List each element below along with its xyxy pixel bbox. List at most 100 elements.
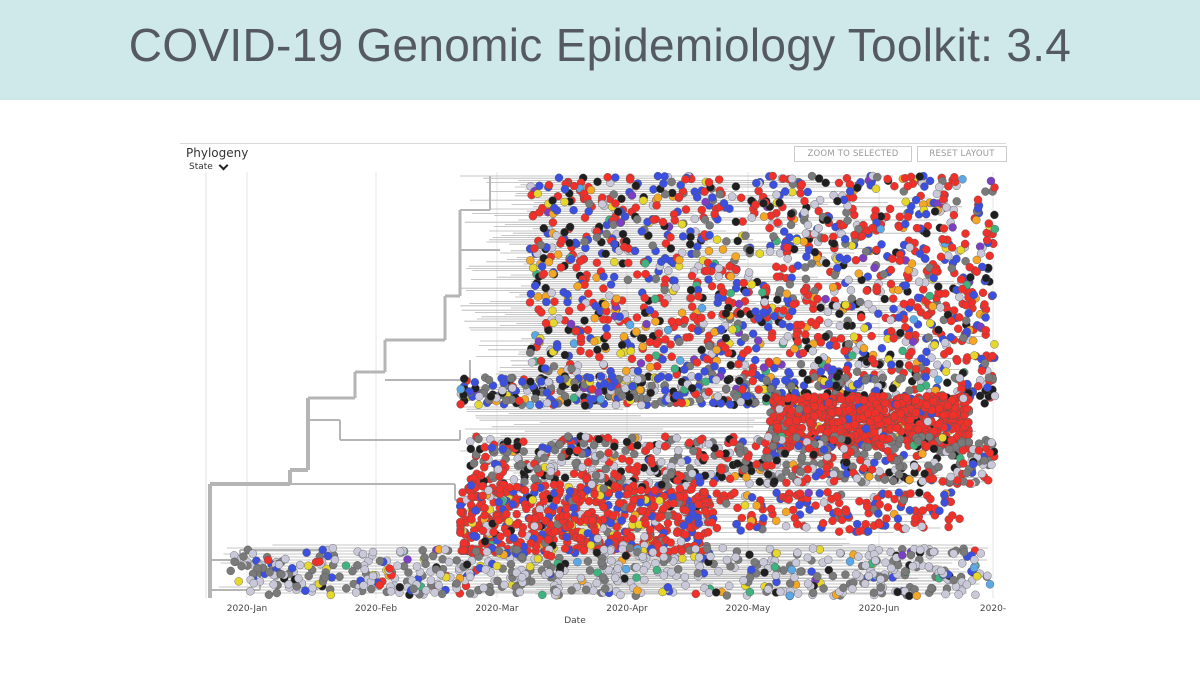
tip-node <box>694 500 703 509</box>
tip-node <box>676 472 686 481</box>
tip-node <box>899 495 908 505</box>
tip-node <box>859 464 868 473</box>
tip-node <box>633 270 642 279</box>
tip-node <box>844 275 853 285</box>
tip-node <box>744 268 754 277</box>
tip-node <box>288 564 297 573</box>
tip-node <box>920 182 929 191</box>
tip-node <box>591 471 601 480</box>
tip-node <box>644 231 653 240</box>
tip-node <box>974 446 984 455</box>
tip-node <box>673 512 683 522</box>
tip-node <box>536 240 546 250</box>
zoom-to-selected-button[interactable]: ZOOM TO SELECTED <box>794 146 912 162</box>
tip-node <box>618 229 628 239</box>
tip-node <box>803 187 812 197</box>
tip-node <box>819 498 829 507</box>
tip-node <box>684 515 694 524</box>
tip-node <box>599 360 608 369</box>
reset-layout-button[interactable]: RESET LAYOUT <box>917 146 1007 162</box>
tip-node <box>496 532 505 541</box>
tip-node <box>541 319 551 328</box>
tip-node <box>959 333 968 343</box>
tip-node <box>797 320 806 330</box>
tip-node <box>589 440 599 450</box>
tip-node <box>780 227 789 236</box>
tip-node <box>248 549 258 558</box>
tip-node <box>934 420 944 429</box>
tip-node <box>687 271 697 281</box>
tip-node <box>493 576 502 585</box>
tip-node <box>741 288 751 297</box>
tip-node <box>615 312 624 321</box>
tip-node <box>557 235 567 245</box>
tip-node <box>912 223 922 233</box>
tip-node <box>875 467 884 476</box>
tip-node <box>230 557 239 566</box>
tip-node <box>785 280 795 289</box>
tip-node <box>875 520 884 529</box>
tip-node <box>301 586 310 595</box>
tip-node <box>771 434 781 443</box>
tip-node <box>734 360 743 369</box>
tip-node <box>781 376 790 385</box>
tip-node <box>808 346 817 356</box>
tip-node <box>734 299 744 309</box>
tip-node <box>832 341 841 350</box>
color-by-dropdown[interactable]: State <box>189 160 229 172</box>
tip-node <box>770 312 779 321</box>
tip-node <box>972 267 981 276</box>
tip-node <box>938 477 947 486</box>
tip-node <box>952 254 961 264</box>
tip-node <box>931 266 940 276</box>
tip-node <box>481 565 490 574</box>
tip-node <box>882 514 891 523</box>
tip-node <box>664 325 673 335</box>
tip-node <box>555 375 565 384</box>
tip-node <box>975 391 985 400</box>
tip-node <box>686 293 696 303</box>
tip-node <box>542 297 551 307</box>
tip-node <box>583 458 593 467</box>
tip-node <box>599 502 608 512</box>
tip-node <box>750 558 759 567</box>
tip-node <box>890 181 899 191</box>
tip-node <box>554 173 564 183</box>
tip-node <box>552 587 561 596</box>
tip-node <box>740 501 750 510</box>
tip-node <box>725 400 735 409</box>
tip-node <box>799 286 809 296</box>
tip-node <box>512 482 522 492</box>
tip-node <box>978 288 988 297</box>
tip-node <box>598 573 608 582</box>
tip-node <box>940 338 950 347</box>
tip-node <box>770 363 779 373</box>
tip-node <box>499 378 508 387</box>
tip-node <box>717 466 726 475</box>
tip-node <box>585 349 594 358</box>
tip-node <box>930 340 939 350</box>
tip-node <box>828 283 838 292</box>
tip-node <box>486 392 496 401</box>
tip-node <box>752 178 761 188</box>
tip-node <box>773 423 782 432</box>
tip-node <box>714 264 724 273</box>
tip-node <box>747 466 756 476</box>
tip-node <box>712 235 722 244</box>
tip-node <box>631 203 640 212</box>
tip-node <box>716 325 726 334</box>
tip-node <box>787 174 797 184</box>
tip-node <box>752 460 761 469</box>
tip-node <box>654 329 663 338</box>
tip-node <box>824 318 833 328</box>
tip-node <box>494 516 503 525</box>
tip-node <box>709 478 718 488</box>
tip-node <box>613 530 622 540</box>
tip-node <box>749 329 758 338</box>
tip-node <box>850 230 859 240</box>
tip-node <box>677 398 686 408</box>
tip-node <box>695 553 704 562</box>
tip-node <box>827 408 836 417</box>
tip-node <box>962 404 971 414</box>
